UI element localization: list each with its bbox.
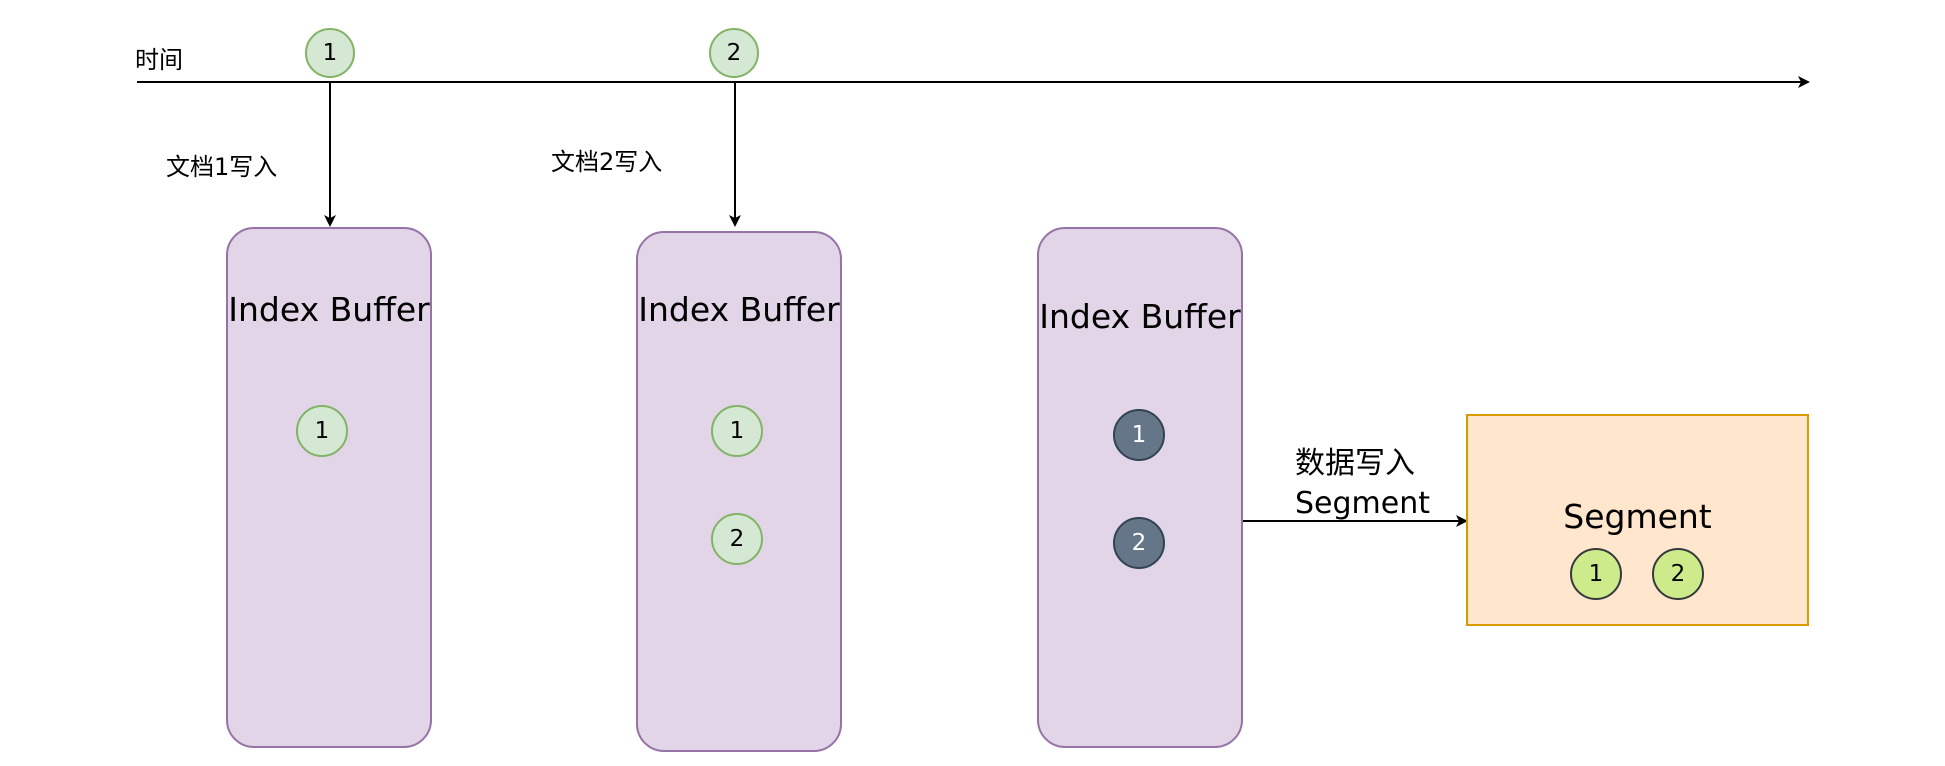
index-buffer-1-title: Index Buffer <box>228 290 430 329</box>
segment-title: Segment <box>1563 497 1712 536</box>
buffer-3-doc-1: 1 <box>1113 409 1165 461</box>
index-buffer-2 <box>636 231 842 752</box>
event-1-caption: 文档1写入 <box>166 153 278 181</box>
index-buffer-3-title: Index Buffer <box>1039 297 1241 336</box>
segment-doc-1: 1 <box>1570 548 1622 600</box>
index-buffer-3 <box>1037 227 1243 748</box>
buffer-2-doc-1: 1 <box>711 405 763 457</box>
segment-box <box>1466 414 1809 626</box>
buffer-1-doc-1: 1 <box>296 405 348 457</box>
buffer-2-doc-2: 2 <box>711 513 763 565</box>
flush-caption-line-1: 数据写入 <box>1295 446 1415 481</box>
timeline-event-2-marker: 2 <box>709 28 759 78</box>
timeline-event-1-marker: 1 <box>305 28 355 78</box>
flush-caption-line-2: Segment <box>1295 486 1430 521</box>
index-buffer-1 <box>226 227 432 748</box>
index-buffer-2-title: Index Buffer <box>638 290 840 329</box>
segment-doc-2: 2 <box>1652 548 1704 600</box>
buffer-3-doc-2: 2 <box>1113 517 1165 569</box>
timeline-label: 时间 <box>135 46 183 74</box>
event-2-caption: 文档2写入 <box>551 148 663 176</box>
